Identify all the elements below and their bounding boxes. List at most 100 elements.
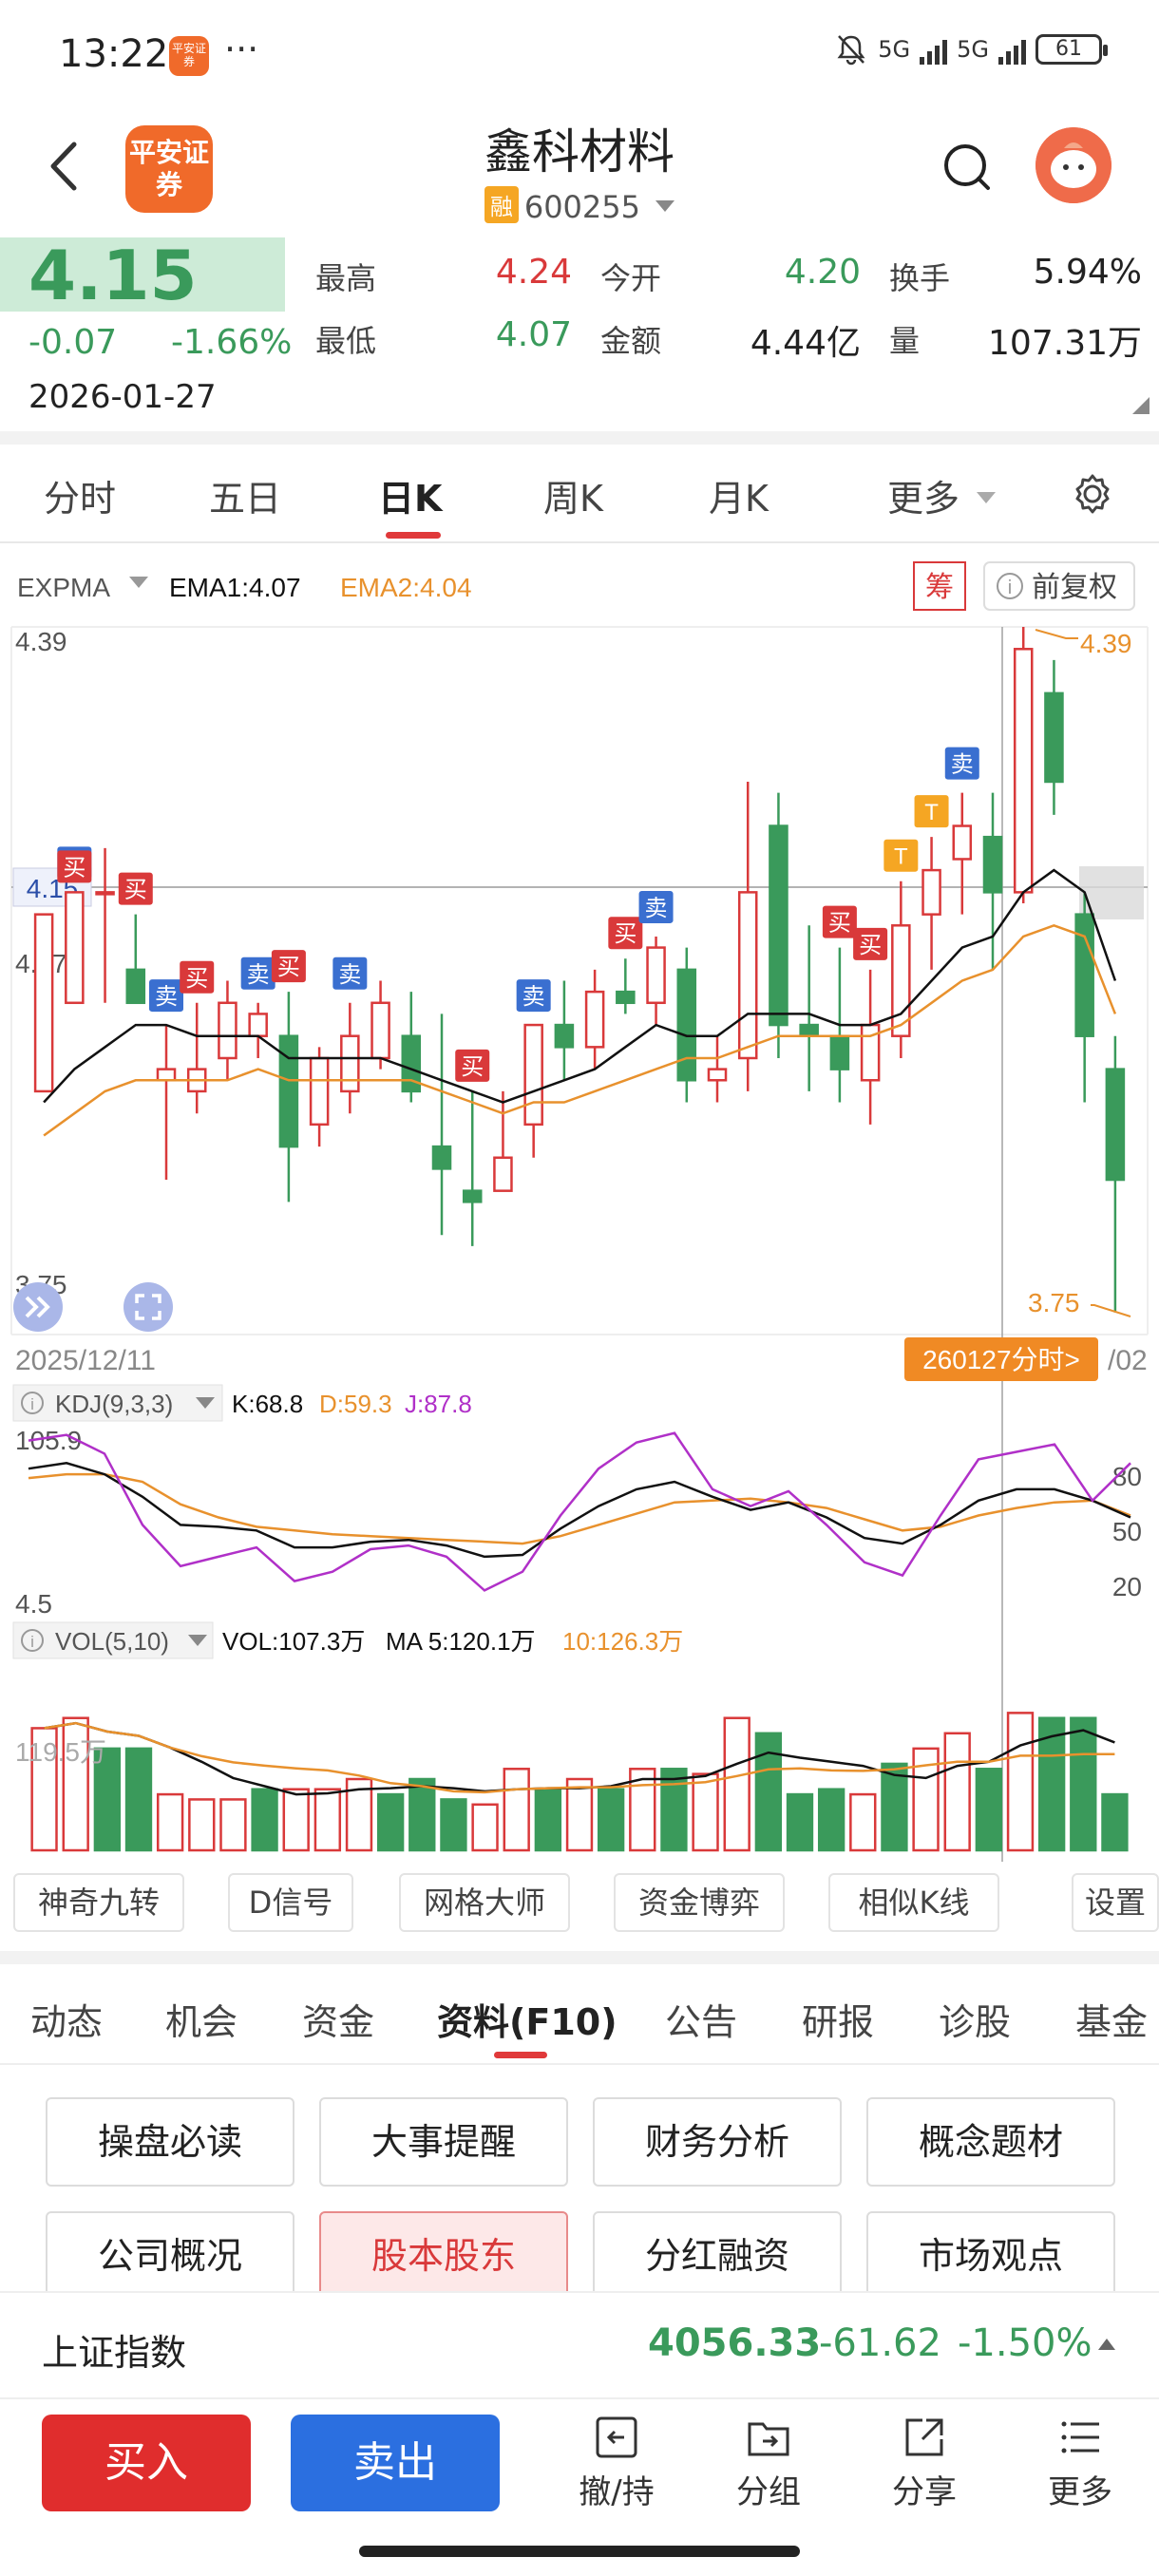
signal-badge-t[interactable]: [914, 795, 949, 828]
intraday-link-button[interactable]: [904, 1337, 1098, 1381]
volume-bar: [597, 1788, 625, 1852]
more-button[interactable]: 更多: [1028, 2413, 1132, 2512]
stock-code: 600255: [523, 189, 640, 225]
stock-code-selector[interactable]: 融 600255: [0, 186, 1159, 225]
search-icon[interactable]: [940, 141, 994, 194]
sell-button[interactable]: 卖出: [291, 2415, 500, 2511]
active-tab-indicator: [494, 2052, 547, 2058]
index-value: 4056.33: [648, 2321, 822, 2365]
tab-funds[interactable]: 资金: [302, 2001, 375, 2043]
signal-badge-buy[interactable]: [455, 1049, 490, 1082]
intraday-link-label: 260127分时>: [922, 1345, 1080, 1374]
signal-badge-buy[interactable]: [608, 917, 643, 950]
chevron-down-icon: [656, 200, 675, 212]
tab-research[interactable]: 研报: [802, 2001, 875, 2043]
indicator-name[interactable]: EXPMA: [17, 573, 110, 602]
tab-more[interactable]: 更多: [887, 469, 997, 521]
tab-intraday[interactable]: 分时: [44, 478, 117, 520]
tool-settings[interactable]: 设置: [1072, 1873, 1159, 1932]
signal-label-buy: 买: [859, 933, 882, 958]
tab-opportunity[interactable]: 机会: [165, 2001, 238, 2043]
kdj-selector[interactable]: [12, 1384, 223, 1422]
info-icon: [21, 1629, 44, 1652]
candle-body: [1044, 691, 1064, 784]
share-button[interactable]: 分享: [872, 2413, 977, 2512]
high-value: 4.24: [495, 253, 572, 292]
buy-button[interactable]: 买入: [42, 2415, 251, 2511]
chevron-up-icon[interactable]: [1098, 2339, 1115, 2350]
tab-fund[interactable]: 基金: [1075, 2001, 1149, 2043]
expand-quote-icon[interactable]: [1132, 397, 1150, 414]
volume-bar: [314, 1788, 342, 1852]
tab-monthly-k[interactable]: 月K: [709, 478, 769, 520]
signal-label-sell: 卖: [155, 984, 178, 1010]
signal-badge-buy[interactable]: [180, 960, 215, 994]
active-tab-indicator: [386, 532, 441, 539]
tab-news[interactable]: 动态: [30, 2001, 104, 2043]
signal-badge-buy[interactable]: [118, 872, 153, 905]
signals-layer[interactable]: 卖买买卖买卖买卖买卖买卖买买TT卖: [57, 747, 979, 1082]
adjust-button[interactable]: [983, 561, 1135, 611]
fullscreen-button[interactable]: [124, 1282, 173, 1332]
candle-body: [1013, 648, 1034, 894]
tool-nine-turn[interactable]: 神奇九转: [13, 1873, 184, 1932]
kdj-d-line: [28, 1472, 1131, 1545]
chevron-down-icon: [129, 577, 148, 588]
tab-diagnosis[interactable]: 诊股: [939, 2001, 1012, 2043]
signal-badge-buy[interactable]: [57, 850, 92, 883]
volume-bar: [629, 1768, 656, 1852]
low-value: 4.07: [495, 315, 572, 354]
volume-bar: [565, 1777, 594, 1852]
volume-bar: [849, 1792, 877, 1852]
signal-label-buy: 买: [614, 921, 636, 947]
vol-selector[interactable]: [12, 1621, 214, 1659]
avatar[interactable]: [1036, 127, 1112, 203]
signal-badge-buy[interactable]: [853, 927, 888, 960]
btn-dividends[interactable]: 分红融资: [593, 2211, 842, 2301]
btn-shareholders[interactable]: 股本股东: [319, 2211, 568, 2301]
btn-market-views[interactable]: 市场观点: [866, 2211, 1115, 2301]
tool-d-signal[interactable]: D信号: [228, 1873, 353, 1932]
kline-chart[interactable]: EXPMA EMA1:4.07 EMA2:4.04 筹 i 前复权 4.39 3…: [0, 549, 1159, 1879]
signal-badge-buy[interactable]: [271, 950, 306, 983]
section-divider: [0, 431, 1159, 445]
signal-badge-buy[interactable]: [822, 905, 857, 938]
cancel-hold-button[interactable]: 撤/持: [564, 2413, 669, 2512]
btn-trading-guide[interactable]: 操盘必读: [46, 2097, 294, 2187]
tab-weekly-k[interactable]: 周K: [543, 478, 603, 520]
tool-fund-game[interactable]: 资金博弈: [614, 1873, 785, 1932]
vol-axis-label: 119.5万: [15, 1737, 106, 1767]
btn-concepts[interactable]: 概念题材: [866, 2097, 1115, 2187]
signal-badge-sell[interactable]: [638, 890, 674, 923]
signal-badge-sell[interactable]: [240, 957, 276, 990]
back-button[interactable]: [38, 133, 95, 199]
tool-grid-master[interactable]: 网格大师: [399, 1873, 570, 1932]
chip-distribution-button[interactable]: [913, 561, 966, 611]
tab-announcements[interactable]: 公告: [665, 2001, 738, 2043]
group-button[interactable]: 分组: [716, 2413, 821, 2512]
home-indicator[interactable]: [359, 2546, 800, 2557]
info-icon-glyph: i: [30, 1395, 34, 1413]
signal-badge-sell[interactable]: [944, 747, 979, 780]
ema2-value: EMA2:4.04: [340, 573, 472, 602]
candle-body: [248, 1013, 268, 1037]
btn-events[interactable]: 大事提醒: [319, 2097, 568, 2187]
signal-badge-t[interactable]: [884, 839, 919, 872]
kdj-j-value: J:87.8: [405, 1390, 472, 1418]
signal-badge-sell[interactable]: [149, 979, 183, 1013]
tab-f10[interactable]: 资料(F10): [437, 2001, 618, 2043]
candle-body: [278, 1034, 299, 1148]
signal-badge-sell[interactable]: [516, 979, 551, 1013]
btn-company-profile[interactable]: 公司概况: [46, 2211, 294, 2301]
signal-badge-sell[interactable]: [332, 957, 368, 990]
btn-financials[interactable]: 财务分析: [593, 2097, 842, 2187]
volume-bar: [1070, 1716, 1097, 1852]
tab-daily-k[interactable]: 日K: [378, 478, 443, 520]
tab-five-day[interactable]: 五日: [209, 478, 282, 520]
volume-bar: [1101, 1792, 1129, 1852]
folder-icon: [748, 2422, 789, 2456]
tool-similar-k[interactable]: 相似K线: [828, 1873, 999, 1932]
index-bar[interactable]: [0, 2291, 1159, 2399]
gear-icon[interactable]: [1072, 473, 1113, 515]
kdj-level-50: 50: [1112, 1517, 1142, 1546]
